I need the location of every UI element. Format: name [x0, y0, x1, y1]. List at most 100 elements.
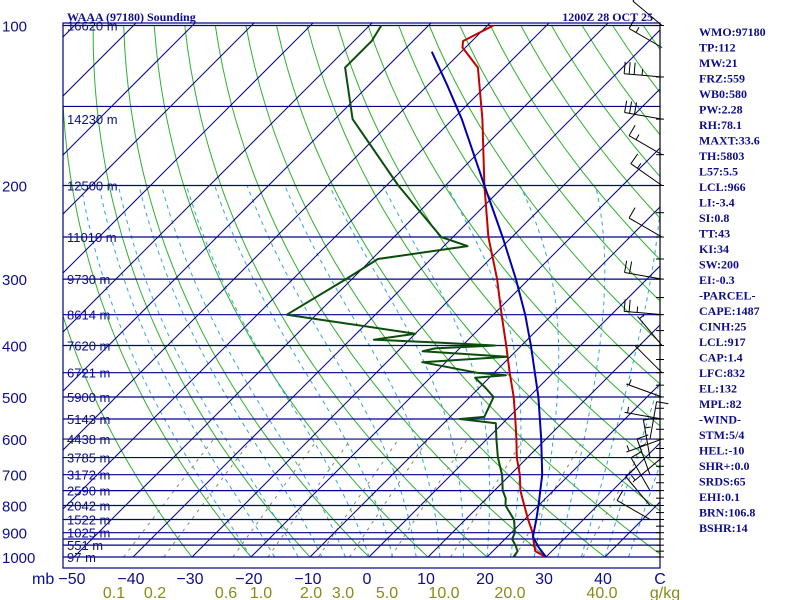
stability-index-item: EL:132 — [699, 382, 737, 396]
wind-barb — [632, 0, 663, 26]
barb-flag — [630, 153, 639, 164]
stability-index-item: SW:200 — [699, 258, 739, 272]
mixing-ratio-label: 0.6 — [215, 585, 237, 600]
isotherm-line — [309, 206, 660, 558]
barb-shaft — [624, 310, 663, 316]
chart-valid-time: 1200Z 28 OCT 25 — [562, 10, 653, 24]
stability-index-item: CAP:1.4 — [699, 351, 743, 365]
barb-half-flag — [641, 69, 644, 76]
temperature-tick-label: −30 — [176, 571, 203, 588]
height-label: 14230 m — [67, 112, 118, 127]
pressure-tick-label: 900 — [2, 526, 27, 543]
pressure-tick-label: 200 — [2, 178, 27, 195]
temperature-tick-label: 10 — [417, 571, 435, 588]
stability-index-item: CAPE:1487 — [699, 304, 760, 318]
stability-index-item: LFC:832 — [699, 366, 745, 380]
stability-index-item: RH:78.1 — [699, 118, 742, 132]
barb-flag — [616, 489, 624, 501]
barb-shaft — [628, 135, 663, 156]
moist-adiabat-line — [328, 185, 464, 557]
stability-index-item: EHI:0.1 — [699, 490, 740, 504]
wind-barb — [626, 438, 663, 453]
height-label: 2042 m — [67, 498, 110, 513]
stability-index-item: LI:-3.4 — [699, 196, 735, 210]
barb-flag — [623, 61, 626, 74]
pressure-tick-label: 100 — [2, 19, 27, 36]
wind-barb — [649, 401, 669, 440]
isotherm-line — [63, 23, 255, 215]
mixing-ratio-line — [267, 438, 352, 558]
moist-adiabat-line — [382, 185, 491, 558]
height-label: 4438 m — [67, 432, 110, 447]
moist-adiabat-line — [161, 185, 346, 558]
pressure-tick-label: 300 — [2, 272, 27, 289]
barb-half-flag — [637, 163, 642, 169]
barb-shaft — [628, 28, 663, 48]
height-label: 16620 m — [67, 19, 118, 34]
isotherm-line — [427, 324, 660, 558]
barb-shaft — [624, 112, 663, 120]
isotherm-line — [191, 88, 660, 558]
stability-index-item: LCL:966 — [699, 180, 746, 194]
temperature-tick-label: −20 — [235, 571, 262, 588]
stability-index-item: TP:112 — [699, 41, 736, 55]
barb-half-flag — [635, 27, 640, 33]
barb-shaft — [642, 420, 651, 458]
mixing-ratio-label: 0.2 — [144, 585, 166, 600]
mixing-ratio-line — [514, 438, 585, 558]
pressure-tick-label: 500 — [2, 390, 27, 407]
wind-barb — [624, 100, 663, 120]
wind-barb — [637, 314, 663, 346]
wind-barb — [636, 434, 651, 475]
stability-index-item: HEL:-10 — [699, 444, 744, 458]
barb-shaft — [628, 217, 663, 238]
barb-half-flag — [635, 134, 640, 140]
mixing-ratio-label: 1.0 — [250, 585, 272, 600]
height-label: 3172 m — [67, 468, 110, 483]
height-label: 8614 m — [67, 308, 110, 323]
barb-flag — [629, 261, 633, 274]
chart-title: WAAA (97180) Sounding — [67, 10, 196, 24]
stability-index-item: FRZ:559 — [699, 72, 745, 86]
height-label: 2590 m — [67, 484, 110, 499]
stability-index-item: KI:34 — [699, 242, 729, 256]
isotherm-line — [63, 23, 373, 333]
pressure-tick-label: 700 — [2, 468, 27, 485]
barb-half-flag — [636, 306, 639, 313]
barb-shaft — [630, 163, 663, 186]
height-label: 3785 m — [67, 451, 110, 466]
barb-shaft — [624, 271, 663, 280]
mixing-ratio-label: 20.0 — [494, 585, 525, 600]
pressure-tick-label: 400 — [2, 338, 27, 355]
height-label: 11010 m — [67, 230, 117, 245]
barb-shaft — [632, 457, 663, 483]
temperature-tick-label: 20 — [476, 571, 494, 588]
barb-shaft — [626, 438, 663, 453]
temperature-tick-label: −10 — [294, 571, 321, 588]
isotherm-line — [368, 265, 660, 558]
height-label: 1025 m — [67, 526, 110, 541]
stability-index-item: PW:2.28 — [699, 103, 743, 117]
barb-flag — [636, 434, 649, 440]
stability-index-item: SI:0.8 — [699, 211, 729, 225]
barb-flag — [628, 125, 636, 136]
barb-half-flag — [639, 314, 645, 320]
wind-barb — [628, 17, 663, 48]
wind-barb — [634, 343, 663, 374]
temperature-unit-label: C — [654, 571, 666, 588]
wind-barbs — [616, 0, 669, 558]
barb-flag — [656, 401, 669, 405]
barb-flag — [628, 299, 631, 312]
stability-index-item: MPL:82 — [699, 397, 742, 411]
barb-shaft — [624, 411, 663, 420]
barb-half-flag — [644, 426, 651, 429]
mixing-ratio-label: 3.0 — [332, 585, 354, 600]
barb-half-flag — [630, 475, 636, 481]
wind-barb — [628, 207, 663, 238]
stability-index-item: STM:5/4 — [699, 428, 744, 442]
isotherm-line — [486, 383, 660, 558]
mixing-ratio-line — [390, 438, 468, 558]
isotherm-line — [63, 23, 550, 510]
stability-index-item: -WIND- — [699, 413, 741, 427]
